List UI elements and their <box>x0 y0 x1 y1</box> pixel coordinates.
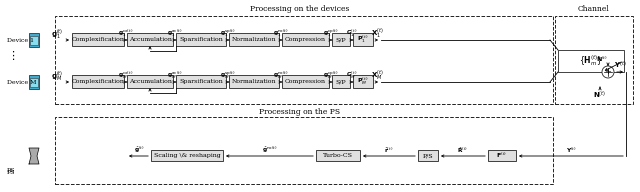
Text: $\mathbf{N}^{(t)}$: $\mathbf{N}^{(t)}$ <box>593 89 607 99</box>
Bar <box>127 75 173 88</box>
Bar <box>72 33 124 46</box>
Text: Turbo-CS: Turbo-CS <box>323 153 353 158</box>
Text: $\mathbf{g}_1^{\mathrm{ac}(t)}$: $\mathbf{g}_1^{\mathrm{ac}(t)}$ <box>167 27 182 39</box>
Text: $\hat{\mathbf{g}}^{\mathrm{no}(t)}$: $\hat{\mathbf{g}}^{\mathrm{no}(t)}$ <box>262 145 277 155</box>
Bar <box>488 150 516 161</box>
Polygon shape <box>29 148 39 164</box>
Text: $\mathbf{g}_1^{\mathrm{no}(t)}$: $\mathbf{g}_1^{\mathrm{no}(t)}$ <box>273 27 289 39</box>
Text: Normalization: Normalization <box>232 79 276 84</box>
Text: Sparsification: Sparsification <box>179 37 223 42</box>
Text: PS: PS <box>7 170 15 175</box>
Bar <box>555 16 633 104</box>
Text: $\mathbf{Y}^{(t)}$: $\mathbf{Y}^{(t)}$ <box>566 145 577 155</box>
Text: $\mathbf{g}_1^{\mathrm{cp}(t)}$: $\mathbf{g}_1^{\mathrm{cp}(t)}$ <box>323 27 339 39</box>
Text: PS: PS <box>7 167 15 172</box>
Text: $\hat{\mathbf{g}}^{(t)}$: $\hat{\mathbf{g}}^{(t)}$ <box>134 145 145 155</box>
Bar <box>316 150 360 161</box>
Text: Accumulation: Accumulation <box>129 37 172 42</box>
Text: S/P: S/P <box>336 79 346 84</box>
Text: Compression: Compression <box>285 79 326 84</box>
Text: Scaling \& reshaping: Scaling \& reshaping <box>154 153 220 158</box>
Text: $\mathbf{g}_1^{\mathrm{cx}(t)}$: $\mathbf{g}_1^{\mathrm{cx}(t)}$ <box>118 27 133 39</box>
Text: $\mathbf{g}_M^{(t)}$: $\mathbf{g}_M^{(t)}$ <box>51 69 63 83</box>
Text: $\mathbf{X}_M^{(t)}$: $\mathbf{X}_M^{(t)}$ <box>371 68 383 82</box>
Bar <box>229 75 279 88</box>
Text: $\mathbf{g}_M^{\mathrm{sp}(t)}$: $\mathbf{g}_M^{\mathrm{sp}(t)}$ <box>220 69 236 81</box>
Text: $\mathbf{g}_M^{\mathrm{cx}(t)}$: $\mathbf{g}_M^{\mathrm{cx}(t)}$ <box>118 69 133 81</box>
Text: $\mathbf{N}^{(t)}$: $\mathbf{N}^{(t)}$ <box>596 54 608 64</box>
Text: S/P: S/P <box>336 37 346 42</box>
Text: $\hat{\mathbf{R}}^{(t)}$: $\hat{\mathbf{R}}^{(t)}$ <box>458 145 468 155</box>
Bar <box>29 33 39 47</box>
Text: $\mathbf{g}_M^{\mathrm{no}(t)}$: $\mathbf{g}_M^{\mathrm{no}(t)}$ <box>273 69 289 81</box>
Text: $\{\mathbf{H}_m^{(t)}\}$: $\{\mathbf{H}_m^{(t)}\}$ <box>579 54 603 69</box>
Text: $\vdots$: $\vdots$ <box>7 50 15 63</box>
Bar <box>176 33 226 46</box>
Bar <box>30 36 38 45</box>
Bar <box>282 75 329 88</box>
Bar <box>55 117 553 184</box>
Bar <box>353 33 373 46</box>
Text: Compression: Compression <box>285 37 326 42</box>
Text: P/S: P/S <box>422 153 433 158</box>
Text: $\mathbf{F}^{(t)}$: $\mathbf{F}^{(t)}$ <box>497 151 508 160</box>
Text: Processing on the PS: Processing on the PS <box>259 108 340 116</box>
Bar <box>151 150 223 161</box>
Text: $\mathbf{g}_M^{\mathrm{ac}(t)}$: $\mathbf{g}_M^{\mathrm{ac}(t)}$ <box>167 69 182 81</box>
Bar <box>72 75 124 88</box>
Text: $\mathbf{G}_1^{(t)}$: $\mathbf{G}_1^{(t)}$ <box>346 27 357 39</box>
Text: $\mathbf{X}_1^{(t)}$: $\mathbf{X}_1^{(t)}$ <box>371 26 383 40</box>
Bar <box>558 50 624 72</box>
Bar <box>282 33 329 46</box>
Text: $\mathbf{P}_1^{(t)}$: $\mathbf{P}_1^{(t)}$ <box>357 34 369 45</box>
Text: +: + <box>605 68 611 76</box>
Text: Device 1: Device 1 <box>7 37 34 42</box>
Text: Normalization: Normalization <box>232 37 276 42</box>
Bar <box>353 75 373 88</box>
Bar <box>229 33 279 46</box>
Bar <box>127 33 173 46</box>
Text: $\mathbf{g}_1^{\mathrm{sp}(t)}$: $\mathbf{g}_1^{\mathrm{sp}(t)}$ <box>220 27 236 39</box>
Text: Complexification: Complexification <box>72 79 124 84</box>
Text: $\mathbf{G}_M^{(t)}$: $\mathbf{G}_M^{(t)}$ <box>346 69 357 81</box>
Bar <box>55 16 553 104</box>
Text: Complexification: Complexification <box>72 37 124 42</box>
Text: Accumulation: Accumulation <box>129 79 172 84</box>
Text: Processing on the devices: Processing on the devices <box>250 5 349 13</box>
Bar <box>418 150 438 161</box>
Text: Sparsification: Sparsification <box>179 79 223 84</box>
Text: $\mathbf{Y}^{(t)}$: $\mathbf{Y}^{(t)}$ <box>614 60 627 70</box>
Text: $\mathbf{P}_M^{(t)}$: $\mathbf{P}_M^{(t)}$ <box>357 76 369 87</box>
Text: Channel: Channel <box>578 5 610 13</box>
Bar <box>332 75 350 88</box>
Bar <box>30 78 38 87</box>
Text: Device M: Device M <box>7 79 36 84</box>
Bar <box>176 75 226 88</box>
Text: $\mathbf{g}_M^{\mathrm{cp}(t)}$: $\mathbf{g}_M^{\mathrm{cp}(t)}$ <box>323 69 339 81</box>
Text: $\hat{\mathbf{r}}^{(t)}$: $\hat{\mathbf{r}}^{(t)}$ <box>384 145 394 155</box>
Bar <box>29 75 39 89</box>
Bar <box>332 33 350 46</box>
Text: $\mathbf{g}_1^{(t)}$: $\mathbf{g}_1^{(t)}$ <box>51 27 63 41</box>
Circle shape <box>602 66 614 78</box>
